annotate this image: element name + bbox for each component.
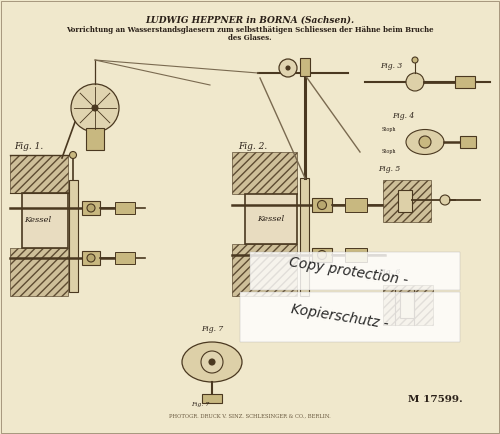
Text: M 17599.: M 17599. — [408, 395, 463, 404]
Circle shape — [286, 66, 290, 70]
Text: PHOTOGR. DRUCK V. SINZ. SCHLESINGER & CO., BERLIN.: PHOTOGR. DRUCK V. SINZ. SCHLESINGER & CO… — [169, 414, 331, 418]
Bar — [10, 155, 68, 193]
Text: Stoph: Stoph — [382, 128, 396, 132]
Bar — [82, 251, 100, 265]
Bar — [345, 248, 367, 262]
Circle shape — [318, 250, 326, 260]
Text: Kessel: Kessel — [24, 216, 52, 224]
Bar — [202, 394, 222, 403]
Bar — [345, 198, 367, 212]
Bar — [245, 194, 297, 244]
Bar — [115, 252, 135, 264]
Bar — [250, 252, 460, 290]
Circle shape — [201, 351, 223, 373]
Text: Fig. 4: Fig. 4 — [392, 112, 414, 120]
Text: Fig. 7: Fig. 7 — [191, 402, 209, 407]
Bar — [312, 248, 332, 262]
Circle shape — [71, 84, 119, 132]
Text: des Glases.: des Glases. — [228, 34, 272, 42]
Bar — [460, 136, 476, 148]
Bar — [240, 292, 460, 342]
Bar — [400, 292, 414, 318]
Bar — [10, 248, 68, 296]
Circle shape — [279, 59, 297, 77]
Text: LUDWIG HEPPNER in BORNA (Sachsen).: LUDWIG HEPPNER in BORNA (Sachsen). — [146, 16, 354, 25]
Bar — [383, 180, 431, 222]
Bar — [22, 193, 68, 248]
Bar — [300, 178, 309, 296]
Text: Copy protection -: Copy protection - — [288, 255, 408, 287]
Bar — [232, 152, 297, 194]
Text: Stoph: Stoph — [382, 149, 396, 155]
Circle shape — [318, 201, 326, 210]
Bar — [398, 190, 412, 212]
Text: Fig. 1.: Fig. 1. — [14, 142, 44, 151]
Ellipse shape — [406, 129, 444, 155]
Circle shape — [412, 57, 418, 63]
Circle shape — [70, 151, 76, 158]
Circle shape — [92, 105, 98, 111]
Bar — [86, 128, 104, 150]
Text: Kopierschutz -: Kopierschutz - — [290, 302, 390, 332]
Circle shape — [419, 136, 431, 148]
Text: Fig. 3: Fig. 3 — [380, 62, 402, 70]
Circle shape — [440, 195, 450, 205]
Text: Fig. 5: Fig. 5 — [378, 165, 400, 173]
Bar — [455, 76, 475, 88]
Ellipse shape — [182, 342, 242, 382]
Text: Fig. 2.: Fig. 2. — [238, 142, 267, 151]
Circle shape — [87, 254, 95, 262]
Circle shape — [209, 359, 215, 365]
Bar — [69, 180, 78, 292]
Text: Fig. 7: Fig. 7 — [201, 325, 223, 333]
Bar — [115, 202, 135, 214]
Bar — [232, 244, 297, 296]
Text: Fig. 6: Fig. 6 — [378, 268, 400, 276]
Bar — [312, 198, 332, 212]
Text: Kessel: Kessel — [258, 215, 284, 223]
Bar — [300, 58, 310, 76]
Circle shape — [87, 204, 95, 212]
Bar — [383, 285, 433, 325]
Text: Vorrichtung an Wasserstandsglaesern zum selbstthätigen Schliessen der Hähne beim: Vorrichtung an Wasserstandsglaesern zum … — [66, 26, 434, 34]
Circle shape — [406, 73, 424, 91]
Bar — [82, 201, 100, 215]
